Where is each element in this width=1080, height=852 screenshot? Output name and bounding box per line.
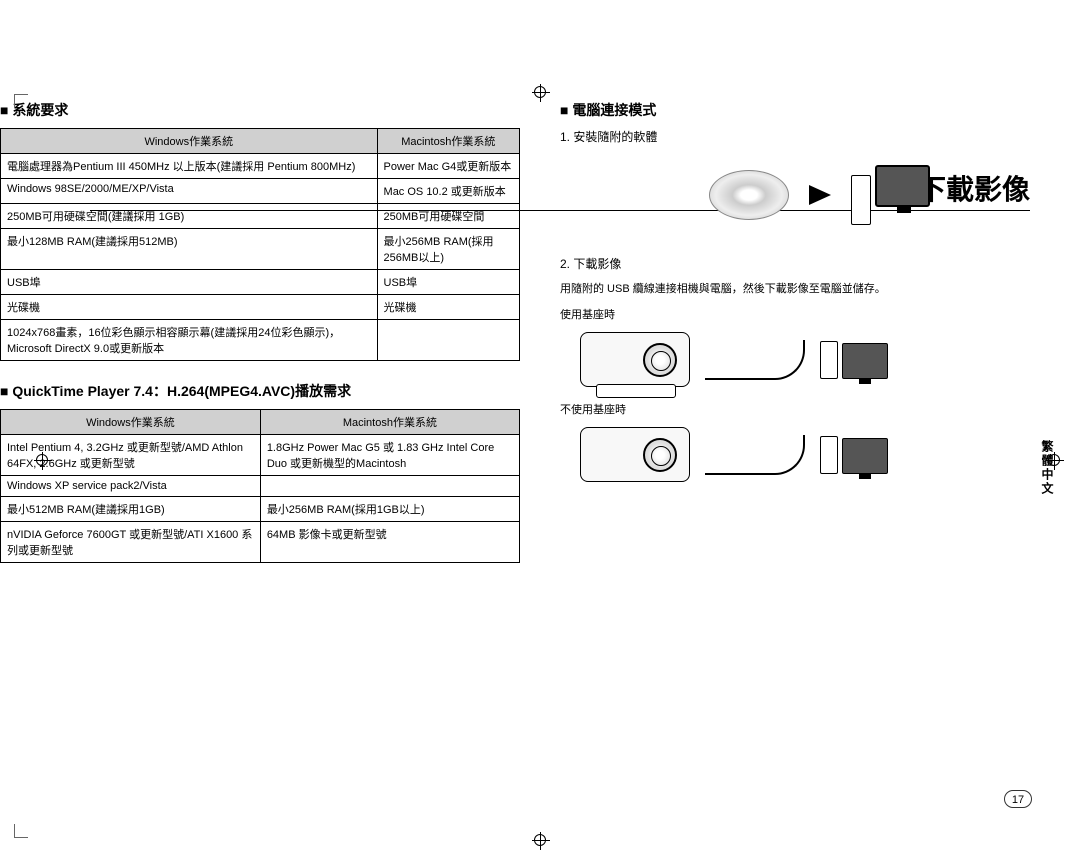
th-win: Windows作業系統 — [1, 129, 378, 154]
cell: 最小512MB RAM(建議採用1GB) — [1, 497, 261, 522]
monitor-icon — [842, 438, 888, 474]
step2-note: 用隨附的 USB 纜線連接相機與電腦，然後下載影像至電腦並儲存。 — [560, 280, 1080, 296]
cell: 64MB 影像卡或更新型號 — [260, 522, 519, 563]
cell: 最小256MB RAM(採用1GB以上) — [260, 497, 519, 522]
cell: 光碟機 — [377, 295, 519, 320]
dock-illustration — [580, 332, 1080, 387]
with-dock-label: 使用基座時 — [560, 306, 1080, 322]
step1-label: 1. 安裝隨附的軟體 — [560, 128, 1080, 145]
cell — [377, 320, 519, 361]
pc-icon — [851, 155, 931, 235]
cell: 1.8GHz Power Mac G5 或 1.83 GHz Intel Cor… — [260, 435, 519, 476]
qt-heading: QuickTime Player 7.4：H.264(MPEG4.AVC)播放需… — [0, 381, 520, 401]
sysreq-table: Windows作業系統 Macintosh作業系統 電腦處理器為Pentium … — [0, 128, 520, 361]
cell: 光碟機 — [1, 295, 378, 320]
step2-label: 2. 下載影像 — [560, 255, 1080, 272]
cell: USB埠 — [1, 270, 378, 295]
without-dock-label: 不使用基座時 — [560, 401, 1080, 417]
nodock-illustration — [580, 427, 1080, 482]
th-win: Windows作業系統 — [1, 410, 261, 435]
cell: USB埠 — [377, 270, 519, 295]
camera-icon — [580, 332, 690, 387]
cell: nVIDIA Geforce 7600GT 或更新型號/ATI X1600 系列… — [1, 522, 261, 563]
camera-icon — [580, 427, 690, 482]
page-number: 17 — [1004, 790, 1032, 808]
connect-heading: 電腦連接模式 — [560, 100, 1080, 120]
monitor-icon — [842, 343, 888, 379]
qt-table: Windows作業系統 Macintosh作業系統 Intel Pentium … — [0, 409, 520, 563]
cell: 最小128MB RAM(建議採用512MB) — [1, 229, 378, 270]
sysreq-heading: 系統要求 — [0, 100, 520, 120]
cd-icon — [709, 170, 789, 220]
cell: 最小256MB RAM(採用256MB以上) — [377, 229, 519, 270]
tower-icon — [820, 341, 838, 379]
right-column: 電腦連接模式 1. 安裝隨附的軟體 2. 下載影像 用隨附的 USB 纜線連接相… — [560, 90, 1080, 583]
cable-icon — [705, 340, 805, 380]
language-tab: 繁體中文 — [1039, 440, 1056, 496]
th-mac: Macintosh作業系統 — [260, 410, 519, 435]
cell: 1024x768畫素，16位彩色顯示相容顯示幕(建議採用24位彩色顯示)，Mic… — [1, 320, 378, 361]
th-mac: Macintosh作業系統 — [377, 129, 519, 154]
cell: Windows XP service pack2/Vista — [1, 476, 261, 497]
tower-icon — [820, 436, 838, 474]
cable-icon — [705, 435, 805, 475]
cell — [260, 476, 519, 497]
left-column: 系統要求 Windows作業系統 Macintosh作業系統 電腦處理器為Pen… — [0, 90, 520, 583]
